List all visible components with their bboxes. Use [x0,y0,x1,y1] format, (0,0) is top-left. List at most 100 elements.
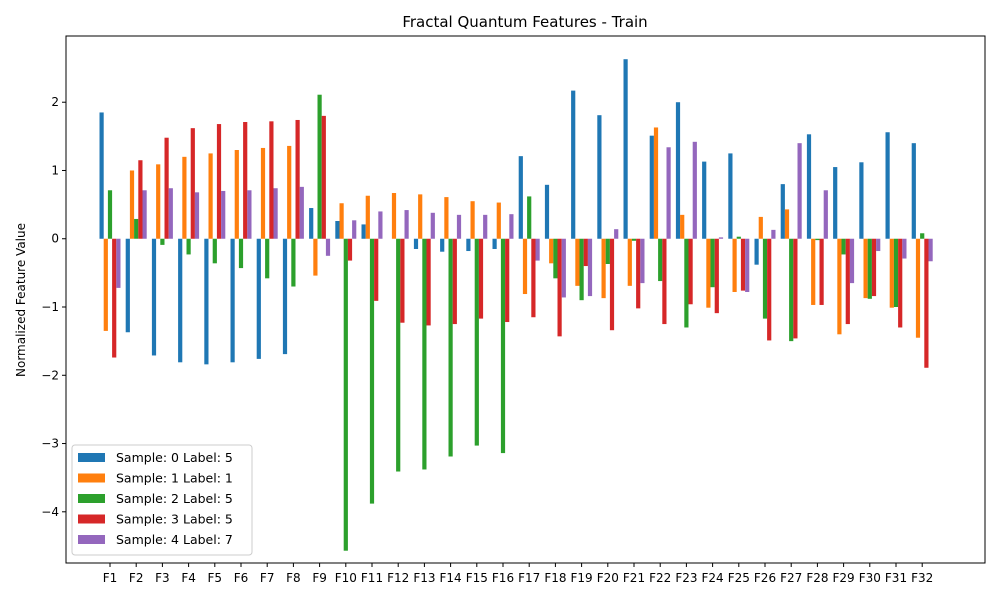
bar-series-0-f21 [623,59,628,239]
legend-entry: Sample: 2 Label: 5 [116,491,233,506]
bar-series-2-f4 [186,238,191,255]
bar-series-2-f17 [527,196,532,239]
bar-series-3-f11 [374,238,379,301]
bar-series-0-f31 [885,132,890,239]
x-tick-label: F14 [440,571,462,585]
bar-series-1-f13 [418,194,423,239]
bar-series-1-f4 [182,156,187,239]
x-tick-label: F12 [387,571,409,585]
x-tick-label: F6 [234,571,249,585]
bar-series-0-f28 [806,134,812,239]
x-tick-label: F26 [754,571,776,585]
bar-series-3-f27 [793,238,798,339]
bar-series-4-f21 [640,238,645,284]
y-tick-label: −2 [41,368,59,382]
bar-series-3-f32 [924,238,929,368]
bar-series-2-f24 [710,238,715,288]
bar-series-1-f2 [129,170,135,239]
bar-series-1-f27 [784,209,790,239]
legend-swatch [78,494,105,503]
bar-series-2-f7 [265,238,270,279]
bar-series-4-f20 [614,229,619,239]
bar-series-3-f30 [871,238,877,297]
bar-series-2-f26 [762,238,768,319]
bar-series-1-f16 [496,202,501,239]
bar-series-4-f22 [666,147,671,239]
y-axis-label: Normalized Feature Value [14,223,28,377]
bar-series-1-f22 [653,127,659,239]
bar-series-2-f29 [841,238,846,255]
bar-series-1-f29 [837,238,842,335]
bar-series-2-f11 [369,238,375,504]
x-axis: F1 F2 F3 F4 F5 F6 F7 F8 F9 F10 F11 F12 F13 F14 F15 F16 F… [103,563,933,585]
bar-series-3-f25 [740,238,746,291]
bar-series-4-f13 [430,212,435,239]
bar-series-4-f8 [299,186,304,239]
bar-series-1-f24 [706,238,711,308]
bar-series-4-f18 [561,238,566,298]
bar-series-3-f21 [636,238,641,309]
bar-series-4-f17 [535,238,540,261]
x-tick-label: F4 [181,571,196,585]
bar-series-3-f10 [347,238,353,261]
bar-series-0-f7 [256,238,261,359]
bar-series-1-f17 [522,238,528,295]
bar-series-1-f25 [732,238,737,292]
bar-series-3-f29 [845,238,850,325]
bar-series-2-f8 [291,238,296,287]
x-tick-label: F21 [623,571,645,585]
bar-series-1-f30 [863,238,868,299]
bar-series-4-f29 [849,238,855,284]
bar-series-2-f6 [238,238,244,269]
bar-series-0-f29 [833,167,838,239]
plot-frame [65,35,986,564]
legend-entry: Sample: 1 Label: 1 [116,471,233,486]
x-tick-label: F31 [885,571,907,585]
legend-swatch [78,514,105,524]
bar-series-0-f20 [597,115,602,239]
x-tick-label: F9 [312,571,327,585]
bar-series-4-f24 [718,237,724,239]
bar-series-4-f9 [325,238,331,256]
y-tick-label: −3 [41,437,59,451]
bar-series-3-f24 [714,238,719,314]
bar-series-1-f21 [627,238,632,286]
bar-series-4-f5 [221,190,226,239]
bar-series-2-f22 [658,238,663,282]
x-tick-label: F29 [833,571,855,585]
bar-series-4-f28 [823,190,828,239]
legend-entry: Sample: 3 Label: 5 [116,512,233,527]
bar-series-2-f27 [789,238,794,342]
bar-series-2-f9 [317,94,322,239]
legend: Sample: 0 Label: 5 Sample: 1 Label: 1 Samp… [71,444,253,556]
bar-series-1-f11 [365,195,370,239]
bar-series-2-f30 [867,238,872,299]
bar-series-4-f2 [142,190,147,239]
bar-series-1-f3 [156,164,161,239]
bar-series-4-f11 [378,211,383,239]
bar-series-0-f8 [282,238,288,355]
bar-series-3-f15 [478,238,484,319]
x-tick-label: F25 [728,571,750,585]
x-tick-label: F8 [286,571,301,585]
bar-series-0-f4 [178,238,183,363]
bar-series-1-f20 [601,238,606,299]
bar-series-0-f11 [361,224,366,239]
bar-series-4-f3 [168,188,173,239]
bar-series-1-f9 [313,238,318,276]
bar-series-4-f14 [456,214,462,239]
bar-series-4-f10 [352,220,357,239]
x-tick-label: F27 [780,571,802,585]
x-tick-label: F22 [649,571,671,585]
bar-series-4-f15 [483,214,488,239]
bar-series-3-f22 [662,238,667,325]
bar-series-0-f6 [230,238,235,363]
bar-series-1-f5 [208,153,213,239]
bar-series-0-f1 [99,112,104,239]
bar-series-3-f31 [898,238,903,328]
bar-series-1-f32 [915,238,921,338]
bar-series-3-f5 [216,124,222,239]
bar-series-1-f15 [470,201,475,239]
x-tick-label: F10 [335,571,357,585]
